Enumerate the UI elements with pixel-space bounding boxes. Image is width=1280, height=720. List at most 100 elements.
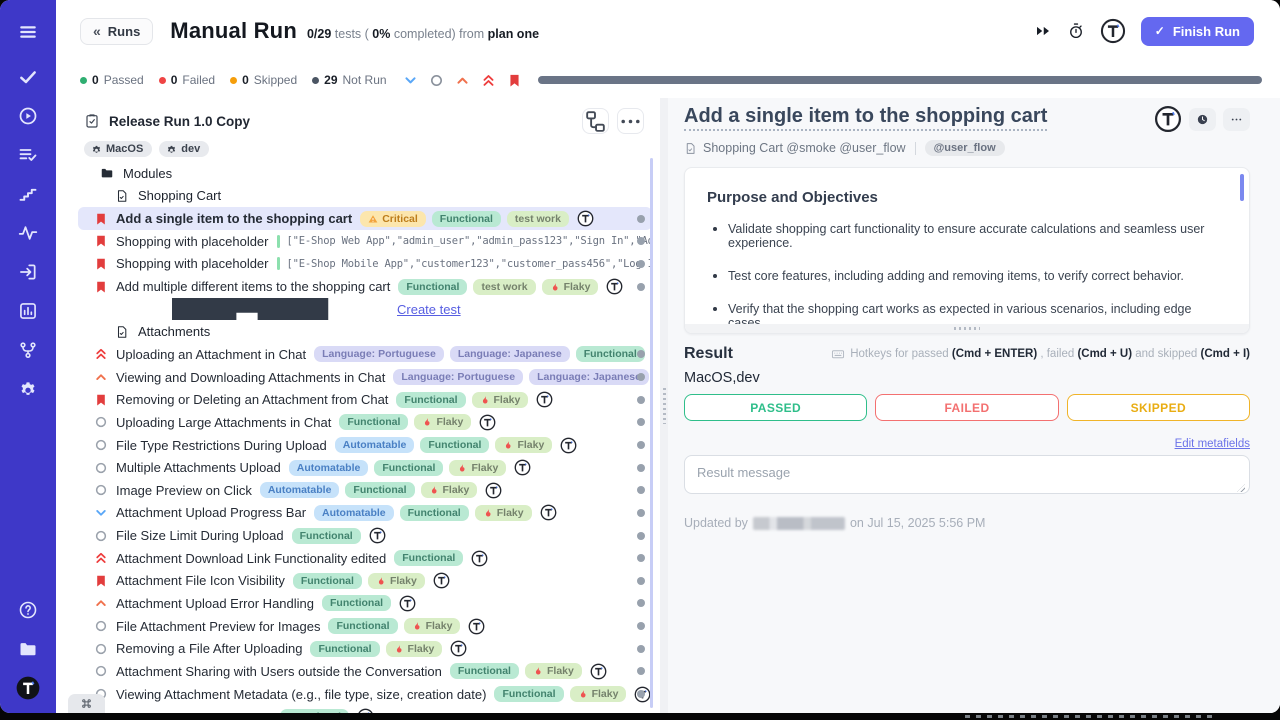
not-run-dot xyxy=(637,441,645,449)
automated-test-badge-icon xyxy=(577,210,594,227)
priority-circle-icon xyxy=(94,483,108,497)
edit-metafields-link[interactable]: Edit metafields xyxy=(1174,438,1250,450)
resize-grip-icon xyxy=(954,327,980,330)
test-example-data: ["E-Shop Web App","admin_user","admin_pa… xyxy=(286,235,653,248)
run-tag-macos[interactable]: MacOS xyxy=(84,141,153,157)
test-row[interactable]: Attachment Upload Error Handling Function… xyxy=(78,592,652,615)
example-marker xyxy=(276,257,280,271)
result-heading: Result xyxy=(684,345,733,362)
user-flow-tag: @user_flow xyxy=(924,140,1005,156)
back-to-runs-button[interactable]: « Runs xyxy=(80,17,154,45)
branch-icon xyxy=(18,340,38,360)
filter-circle-button[interactable] xyxy=(429,73,444,88)
test-row[interactable]: Add multiple different items to the shop… xyxy=(78,275,652,298)
fire-icon xyxy=(422,417,432,427)
description-scrollbar[interactable] xyxy=(1240,174,1244,201)
tag-label: Functional xyxy=(402,552,456,565)
command-shortcut-button[interactable] xyxy=(68,694,105,713)
test-row[interactable]: Shopping with placeholder ["E-Shop Web Ap… xyxy=(78,230,652,253)
tag-flaky: Flaky xyxy=(541,278,599,295)
tag-functional: Functional xyxy=(399,504,469,521)
status-dot-icon xyxy=(312,76,320,84)
test-row[interactable]: Shopping with placeholder ["E-Shop Mobile… xyxy=(78,253,652,276)
suite-row[interactable]: Attachments xyxy=(78,320,652,343)
test-title: Shopping with placeholder xyxy=(116,256,269,272)
tag-functional: Functional xyxy=(328,618,398,635)
test-row[interactable]: Functional xyxy=(78,705,652,713)
test-row[interactable]: Uploading an Attachment in Chat Language:… xyxy=(78,343,652,366)
tag-flaky: Flaky xyxy=(367,572,425,589)
test-detail-panel: Add a single item to the shopping cart S… xyxy=(668,98,1280,713)
create-test-link[interactable]: Create test xyxy=(397,301,461,317)
fire-icon xyxy=(457,463,467,473)
history-button[interactable] xyxy=(1189,107,1216,131)
tag-label: Automatable xyxy=(342,439,407,451)
test-row[interactable]: Image Preview on Click Automatable Functio… xyxy=(78,479,652,502)
sidebar-top-group xyxy=(0,0,56,408)
priority-filters xyxy=(403,73,522,88)
filter-bookmark-button[interactable] xyxy=(507,73,522,88)
test-row[interactable]: File Attachment Preview for Images Functi… xyxy=(78,615,652,638)
test-row[interactable]: Attachment Sharing with Users outside th… xyxy=(78,660,652,683)
sidebar-gear-button[interactable] xyxy=(0,369,56,408)
test-row[interactable]: Uploading Large Attachments in Chat Funct… xyxy=(78,411,652,434)
filter-chevron-up-button[interactable] xyxy=(455,73,470,88)
suite-view-button[interactable] xyxy=(582,108,609,134)
test-title: Removing or Deleting an Attachment from … xyxy=(116,392,389,408)
sidebar-branch-button[interactable] xyxy=(0,330,56,369)
sidebar-activity-button[interactable] xyxy=(0,213,56,252)
tree-scrollbar[interactable] xyxy=(650,158,653,708)
folder-dark-icon xyxy=(100,166,114,180)
timer-button[interactable] xyxy=(1067,22,1085,40)
result-skipped-button[interactable]: SKIPPED xyxy=(1066,394,1250,421)
updated-suffix: on Jul 15, 2025 5:56 PM xyxy=(849,516,986,530)
sidebar-folder-button[interactable] xyxy=(0,629,56,668)
module-row[interactable]: Modules xyxy=(78,162,652,185)
sidebar-help-button[interactable] xyxy=(0,590,56,629)
suite-row[interactable]: Shopping Cart xyxy=(78,185,652,208)
result-failed-button[interactable]: FAILED xyxy=(875,394,1059,421)
test-row[interactable]: Viewing Attachment Metadata (e.g., file … xyxy=(78,683,652,706)
play-circle-icon xyxy=(18,106,38,126)
run-tag-dev[interactable]: dev xyxy=(159,141,210,157)
test-row[interactable]: Add a single item to the shopping cart Cr… xyxy=(78,207,652,230)
test-row[interactable]: Attachment Upload Progress Bar Automatabl… xyxy=(78,502,652,525)
objectives-list: Validate shopping cart functionality to … xyxy=(707,222,1223,330)
sidebar-logo-t-button[interactable] xyxy=(0,668,56,707)
test-row[interactable]: Attachment Download Link Functionality e… xyxy=(78,547,652,570)
test-title: Attachment File Icon Visibility xyxy=(116,573,285,589)
description-resize-handle[interactable] xyxy=(685,324,1249,333)
detail-more-button[interactable] xyxy=(1223,107,1250,131)
sidebar-bar-chart-button[interactable] xyxy=(0,291,56,330)
test-row[interactable]: Multiple Attachments Upload Automatable Fu… xyxy=(78,456,652,479)
test-row[interactable]: Removing a File After Uploading Functiona… xyxy=(78,637,652,660)
sidebar-check-button[interactable] xyxy=(0,57,56,96)
automated-test-badge[interactable] xyxy=(1154,105,1182,133)
test-row[interactable]: File Size Limit During Upload Functional xyxy=(78,524,652,547)
sidebar-sign-in-button[interactable] xyxy=(0,252,56,291)
tag-language: Language: Portuguese xyxy=(393,369,524,386)
panel-resize-handle[interactable] xyxy=(660,98,668,713)
sidebar-steps-button[interactable] xyxy=(0,174,56,213)
test-row[interactable]: Viewing and Downloading Attachments in C… xyxy=(78,366,652,389)
result-passed-button[interactable]: PASSED xyxy=(684,394,868,421)
sidebar-play-circle-button[interactable] xyxy=(0,96,56,135)
create-test-row[interactable]: Create test xyxy=(78,297,652,321)
test-title: Attachment Upload Error Handling xyxy=(116,595,314,611)
sidebar-menu-button[interactable] xyxy=(0,12,56,51)
finish-run-button[interactable]: ✓ Finish Run xyxy=(1140,16,1254,46)
app-logo-badge[interactable] xyxy=(1100,18,1126,44)
filter-chevrons-up-button[interactable] xyxy=(481,73,496,88)
test-row[interactable]: File Type Restrictions During Upload Auto… xyxy=(78,434,652,457)
test-row[interactable]: Attachment File Icon Visibility Functiona… xyxy=(78,570,652,593)
result-message-input[interactable] xyxy=(684,455,1250,494)
fire-icon xyxy=(394,644,404,654)
fast-forward-button[interactable] xyxy=(1034,22,1052,40)
filter-chevron-down-button[interactable] xyxy=(403,73,418,88)
sidebar-list-check-button[interactable] xyxy=(0,135,56,174)
tag-flaky: Flaky xyxy=(495,437,553,453)
run-more-button[interactable] xyxy=(617,108,644,134)
tag-automatable: Automatable xyxy=(288,459,369,476)
test-row[interactable]: Removing or Deleting an Attachment from … xyxy=(78,388,652,411)
priority-circle-icon xyxy=(94,415,108,429)
